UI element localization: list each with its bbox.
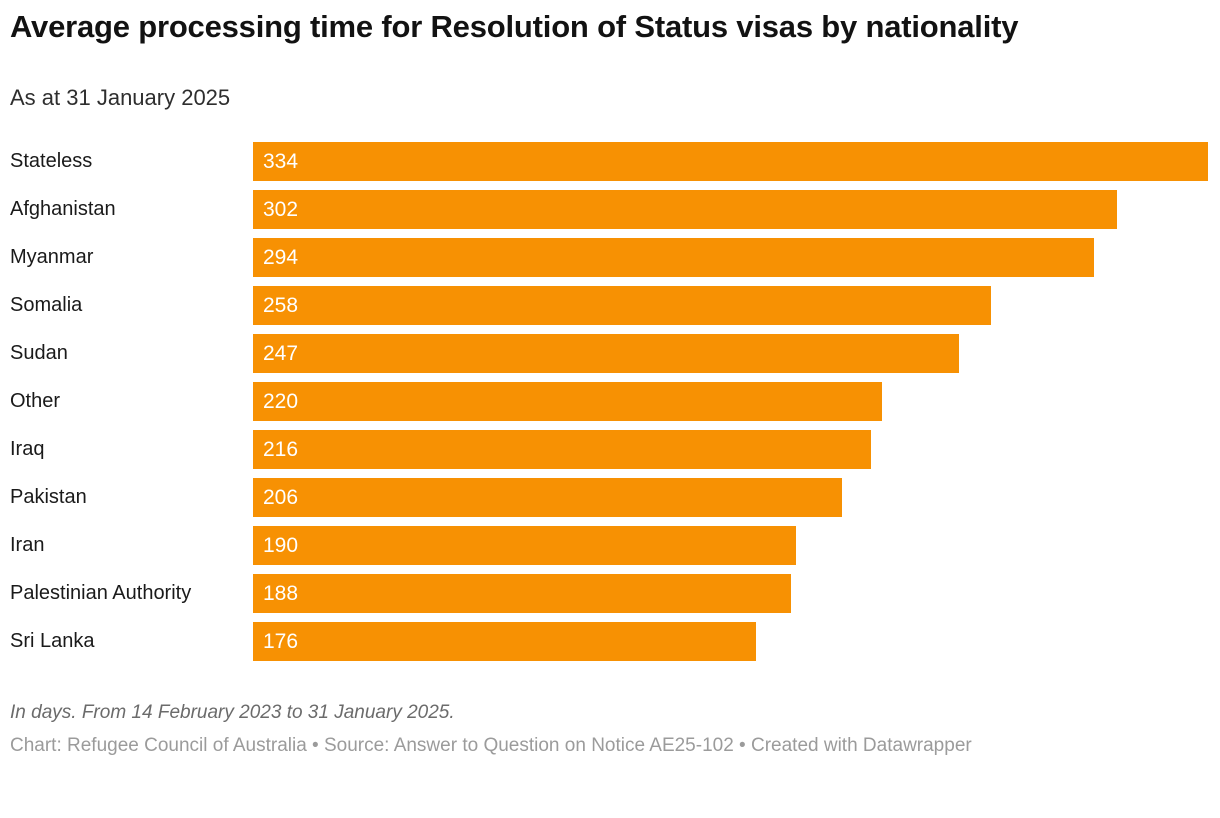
chart-row: Pakistan 206 [10,473,1208,521]
bar: 190 [253,525,797,565]
category-label: Myanmar [10,246,94,268]
value-label: 294 [263,245,299,269]
bar: 247 [253,333,960,373]
bar-area: 206 [253,473,1208,521]
bar: 176 [253,621,757,661]
chart-title: Average processing time for Resolution o… [10,9,1019,44]
bar: 334 [253,141,1208,181]
bar: 220 [253,381,883,421]
category-label: Sri Lanka [10,630,95,652]
bar-area: 176 [253,617,1208,665]
chart-row: Sri Lanka 176 [10,617,1208,665]
chart-row: Stateless 334 [10,137,1208,185]
category-label: Afghanistan [10,198,116,220]
category-label: Iran [10,534,45,556]
chart-row: Myanmar 294 [10,233,1208,281]
category-label: Iraq [10,438,45,460]
chart-row: Afghanistan 302 [10,185,1208,233]
value-label: 206 [263,485,299,509]
chart-row: Iraq 216 [10,425,1208,473]
chart-row: Palestinian Authority 188 [10,569,1208,617]
bar-area: 188 [253,569,1208,617]
category-label: Other [10,390,61,412]
category-label: Palestinian Authority [10,582,192,604]
bar-chart: Stateless 334 Afghanistan 302 Myanmar 29… [10,137,1208,665]
bar-area: 247 [253,329,1208,377]
chart-row: Other 220 [10,377,1208,425]
bar: 188 [253,573,791,613]
chart-notes: In days. From 14 February 2023 to 31 Jan… [10,702,455,723]
bar-area: 220 [253,377,1208,425]
chart-credit: Chart: Refugee Council of Australia • So… [10,735,972,756]
value-label: 302 [263,197,299,221]
value-label: 334 [263,149,299,173]
bar: 302 [253,189,1117,229]
bar-area: 216 [253,425,1208,473]
value-label: 258 [263,293,299,317]
value-label: 176 [263,629,299,653]
bar: 258 [253,285,991,325]
category-label: Pakistan [10,486,87,508]
value-label: 247 [263,341,299,365]
bar-area: 302 [253,185,1208,233]
category-label: Somalia [10,294,83,316]
chart-row: Iran 190 [10,521,1208,569]
bar-area: 258 [253,281,1208,329]
bar: 294 [253,237,1094,277]
bar-area: 294 [253,233,1208,281]
value-label: 216 [263,437,299,461]
chart-subtitle: As at 31 January 2025 [10,85,231,110]
category-label: Stateless [10,150,93,172]
chart-row: Somalia 258 [10,281,1208,329]
value-label: 190 [263,533,299,557]
value-label: 220 [263,389,299,413]
bar-area: 334 [253,137,1208,185]
bar-area: 190 [253,521,1208,569]
value-label: 188 [263,581,299,605]
bar: 206 [253,477,842,517]
chart-row: Sudan 247 [10,329,1208,377]
bar: 216 [253,429,871,469]
category-label: Sudan [10,342,68,364]
